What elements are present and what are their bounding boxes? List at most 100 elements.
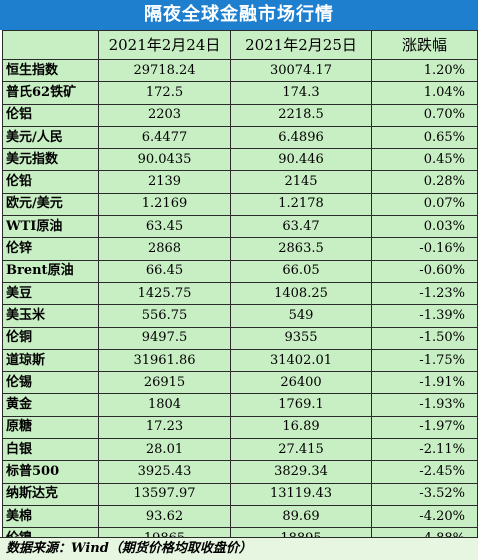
row-date2-value: 90.446 <box>230 148 372 172</box>
row-date2-value: 16.89 <box>230 415 372 440</box>
table-row: 伦锡 26915 26400 -1.91% <box>2 371 478 395</box>
row-date1-value: 28.01 <box>98 438 231 462</box>
row-date1-value: 2139 <box>98 170 231 194</box>
row-name-cell: 恒生指数 <box>2 58 99 83</box>
source-note: 数据来源：Wind（期货价格均取收盘价） <box>0 537 478 560</box>
table-row: 标普500 3925.43 3829.34 -2.45% <box>2 460 478 484</box>
table-row: 美元指数 90.0435 90.446 0.45% <box>2 148 478 172</box>
row-name-cell: 美棉 <box>2 504 99 529</box>
row-date2-value: 27.415 <box>230 438 372 462</box>
row-date1-value: 29718.24 <box>98 58 231 83</box>
table-row: 白银 28.01 27.415 -2.11% <box>2 438 478 462</box>
row-change-value: 1.04% <box>371 81 478 105</box>
header-date-1: 2021年2月24日 <box>98 30 231 60</box>
row-change-value: 0.45% <box>371 148 478 172</box>
row-name-cell: 黄金 <box>2 393 99 417</box>
row-date2-value: 1408.25 <box>230 281 372 306</box>
row-date1-value: 31961.86 <box>98 348 231 373</box>
row-change-value: -3.52% <box>371 482 478 506</box>
row-date2-value: 6.4896 <box>230 125 372 150</box>
row-name-cell: 美豆 <box>2 281 99 306</box>
row-name-cell: 纳斯达克 <box>2 482 99 506</box>
row-date2-value: 549 <box>230 304 372 328</box>
header-name <box>2 30 99 60</box>
row-change-value: -0.60% <box>371 259 478 283</box>
table-row: 道琼斯 31961.86 31402.01 -1.75% <box>2 348 478 373</box>
row-date1-value: 1804 <box>98 393 231 417</box>
row-date2-value: 2863.5 <box>230 237 372 261</box>
row-date2-value: 63.47 <box>230 215 372 239</box>
row-date2-value: 3829.34 <box>230 460 372 484</box>
row-change-value: -1.97% <box>371 415 478 440</box>
row-change-value: -1.93% <box>371 393 478 417</box>
table-row: 原糖 17.23 16.89 -1.97% <box>2 415 478 440</box>
table-row: WTI原油 63.45 63.47 0.03% <box>2 215 478 239</box>
table-row: 普氏62铁矿 172.5 174.3 1.04% <box>2 81 478 105</box>
row-date2-value: 30074.17 <box>230 58 372 83</box>
row-date1-value: 63.45 <box>98 215 231 239</box>
row-change-value: -1.39% <box>371 304 478 328</box>
market-table: 2021年2月24日 2021年2月25日 涨跌幅 恒生指数 29718.24 30… <box>2 30 478 551</box>
table-row: 伦铜 9497.5 9355 -1.50% <box>2 326 478 350</box>
row-name-cell: 普氏62铁矿 <box>2 81 99 105</box>
row-date1-value: 93.62 <box>98 504 231 529</box>
row-date1-value: 2203 <box>98 103 231 127</box>
row-change-value: 1.20% <box>371 58 478 83</box>
row-date1-value: 17.23 <box>98 415 231 440</box>
row-date2-value: 31402.01 <box>230 348 372 373</box>
row-change-value: 0.65% <box>371 125 478 150</box>
row-name-cell: 原糖 <box>2 415 99 440</box>
table-body: 恒生指数 29718.24 30074.17 1.20% 普氏62铁矿 172.5 174.… <box>2 58 478 551</box>
row-date1-value: 90.0435 <box>98 148 231 172</box>
row-date2-value: 2218.5 <box>230 103 372 127</box>
table-row: 黄金 1804 1769.1 -1.93% <box>2 393 478 417</box>
table-row: 伦铅 2139 2145 0.28% <box>2 170 478 194</box>
row-date1-value: 13597.97 <box>98 482 231 506</box>
row-change-value: -1.23% <box>371 281 478 306</box>
row-date1-value: 556.75 <box>98 304 231 328</box>
row-name-cell: Brent原油 <box>2 259 99 283</box>
row-date1-value: 172.5 <box>98 81 231 105</box>
row-name-cell: WTI原油 <box>2 215 99 239</box>
row-name-cell: 美元/人民 <box>2 125 99 150</box>
row-change-value: 0.03% <box>371 215 478 239</box>
table-row: 美棉 93.62 89.69 -4.20% <box>2 504 478 529</box>
row-name-cell: 美元指数 <box>2 148 99 172</box>
row-change-value: -1.75% <box>371 348 478 373</box>
row-change-value: 0.70% <box>371 103 478 127</box>
row-change-value: -2.45% <box>371 460 478 484</box>
row-name-cell: 标普500 <box>2 460 99 484</box>
row-date1-value: 66.45 <box>98 259 231 283</box>
row-name-cell: 伦铜 <box>2 326 99 350</box>
row-name-cell: 伦铅 <box>2 170 99 194</box>
row-change-value: -1.91% <box>371 371 478 395</box>
row-name-cell: 伦锡 <box>2 371 99 395</box>
row-date1-value: 26915 <box>98 371 231 395</box>
row-name-cell: 欧元/美元 <box>2 192 99 217</box>
row-date2-value: 66.05 <box>230 259 372 283</box>
row-name-cell: 伦铝 <box>2 103 99 127</box>
table-row: 伦锌 2868 2863.5 -0.16% <box>2 237 478 261</box>
table-row: 伦铝 2203 2218.5 0.70% <box>2 103 478 127</box>
table-row: 恒生指数 29718.24 30074.17 1.20% <box>2 58 478 83</box>
row-date2-value: 89.69 <box>230 504 372 529</box>
row-change-value: -1.50% <box>371 326 478 350</box>
row-date2-value: 13119.43 <box>230 482 372 506</box>
row-date1-value: 2868 <box>98 237 231 261</box>
row-change-value: -2.11% <box>371 438 478 462</box>
table-row: 美元/人民 6.4477 6.4896 0.65% <box>2 125 478 150</box>
row-date2-value: 1.2178 <box>230 192 372 217</box>
row-date1-value: 1425.75 <box>98 281 231 306</box>
row-date1-value: 9497.5 <box>98 326 231 350</box>
row-name-cell: 道琼斯 <box>2 348 99 373</box>
table-row: 美玉米 556.75 549 -1.39% <box>2 304 478 328</box>
table-row: 欧元/美元 1.2169 1.2178 0.07% <box>2 192 478 217</box>
row-change-value: 0.07% <box>371 192 478 217</box>
row-date2-value: 9355 <box>230 326 372 350</box>
table-row: 美豆 1425.75 1408.25 -1.23% <box>2 281 478 306</box>
header-change: 涨跌幅 <box>371 30 478 60</box>
row-date1-value: 6.4477 <box>98 125 231 150</box>
row-date2-value: 2145 <box>230 170 372 194</box>
row-date1-value: 1.2169 <box>98 192 231 217</box>
